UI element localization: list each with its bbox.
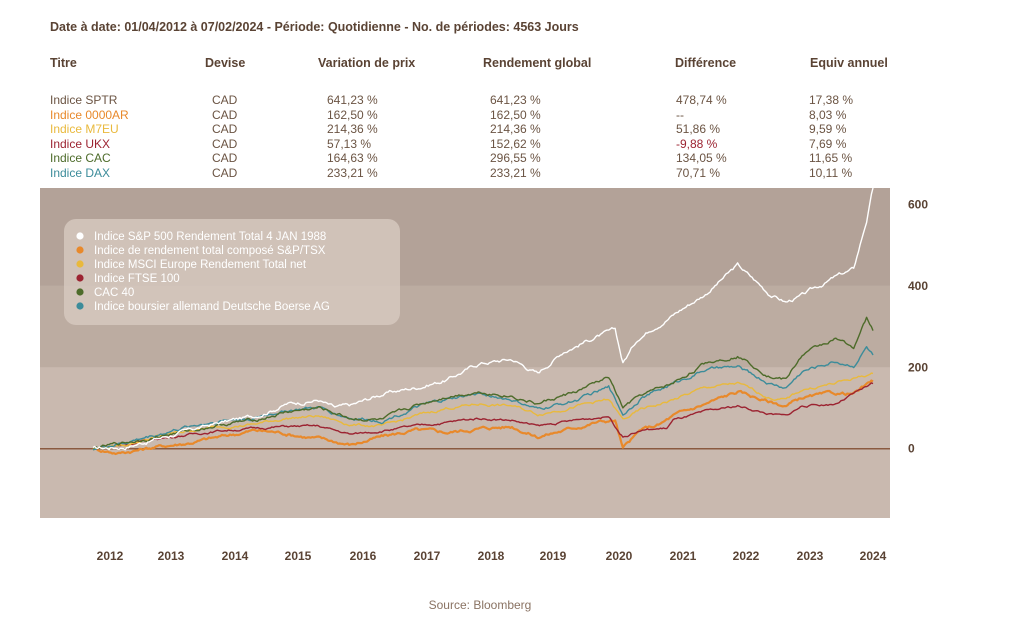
col-variation: Variation de prix — [318, 56, 416, 70]
cell-annuel: 8,03 % — [809, 107, 847, 122]
x-tick-label: 2024 — [860, 549, 887, 563]
legend-label: CAC 40 — [94, 287, 134, 299]
series-line — [92, 372, 874, 450]
cell-difference: -9,88 % — [676, 136, 718, 151]
cell-devise: CAD — [212, 122, 238, 136]
cell-difference: 70,71 % — [676, 165, 721, 180]
legend-label: Indice S&P 500 Rendement Total 4 JAN 198… — [94, 231, 326, 243]
x-tick-label: 2016 — [350, 549, 377, 563]
legend-marker — [76, 246, 84, 254]
cell-variation: 233,21 % — [327, 165, 378, 180]
table-row: Indice M7EU CAD 214,36 % 214,36 % 51,86 % 9,5… — [0, 123, 1024, 136]
col-rendement: Rendement global — [483, 56, 592, 70]
legend-box — [64, 219, 400, 325]
cell-difference: -- — [676, 107, 684, 122]
cell-rendement: 152,62 % — [490, 136, 541, 151]
cell-rendement: 162,50 % — [490, 107, 541, 122]
y-tick-label: 400 — [908, 279, 928, 293]
cell-titre: Indice CAC — [50, 151, 111, 165]
legend-label: Indice de rendement total composé S&P/TS… — [94, 245, 326, 257]
table-row: Indice SPTR CAD 641,23 % 641,23 % 478,74 % 17… — [0, 94, 1024, 107]
legend-label: Indice MSCI Europe Rendement Total net — [94, 259, 307, 271]
table-row: Indice CAC CAD 164,63 % 296,55 % 134,05 % 11,… — [0, 152, 1024, 165]
legend-marker — [76, 260, 84, 268]
x-tick-label: 2012 — [97, 549, 124, 563]
y-tick-label: 600 — [908, 197, 928, 211]
legend-marker — [76, 274, 84, 282]
report-header: Date à date: 01/04/2012 à 07/02/2024 - P… — [50, 20, 579, 34]
cell-annuel: 17,38 % — [809, 93, 854, 107]
cell-titre: Indice M7EU — [50, 122, 119, 136]
cell-variation: 641,23 % — [327, 93, 378, 107]
cell-annuel: 11,65 % — [809, 151, 853, 165]
x-tick-label: 2018 — [478, 549, 505, 563]
cell-annuel: 9,59 % — [809, 122, 847, 136]
cell-rendement: 214,36 % — [490, 122, 541, 136]
cell-devise: CAD — [212, 151, 238, 165]
x-tick-label: 2014 — [222, 549, 249, 563]
table-row: Indice DAX CAD 233,21 % 233,21 % 70,71 % 10,1… — [0, 165, 1024, 180]
cell-variation: 57,13 % — [327, 136, 372, 151]
series-line — [92, 382, 874, 450]
cell-titre: Indice SPTR — [50, 93, 118, 107]
x-tick-label: 2022 — [733, 549, 760, 563]
legend-label: Indice boursier allemand Deutsche Boerse… — [94, 301, 330, 313]
x-tick-label: 2023 — [797, 549, 824, 563]
series-line — [92, 379, 874, 456]
cell-rendement: 641,23 % — [490, 93, 541, 107]
cell-rendement: 296,55 % — [490, 151, 541, 165]
x-tick-label: 2021 — [670, 549, 697, 563]
source-note: Source: Bloomberg — [428, 598, 532, 612]
series-line — [92, 346, 874, 451]
series-line — [92, 316, 874, 449]
cell-difference: 478,74 % — [676, 93, 727, 107]
table-row: Indice UKX CAD 57,13 % 152,62 % -9,88 % 7,69 … — [0, 136, 1024, 151]
y-tick-label: 0 — [908, 442, 915, 456]
table-header: Titre Devise Variation de prix Rendement… — [0, 56, 1024, 72]
cell-rendement: 233,21 % — [490, 165, 541, 180]
cell-difference: 134,05 % — [676, 151, 727, 165]
col-titre: Titre — [50, 56, 77, 70]
cell-annuel: 7,69 % — [809, 136, 847, 151]
cell-devise: CAD — [212, 93, 238, 107]
legend-marker — [76, 288, 84, 296]
x-tick-label: 2015 — [285, 549, 312, 563]
table-row: Indice 0000AR CAD 162,50 % 162,50 % -- 8,03 % — [0, 107, 1024, 122]
legend-marker — [76, 232, 84, 240]
cell-titre: Indice DAX — [50, 165, 111, 180]
cell-variation: 162,50 % — [327, 107, 378, 122]
legend-marker — [76, 302, 84, 310]
cell-devise: CAD — [212, 136, 238, 151]
cell-annuel: 10,11 % — [809, 165, 853, 180]
cell-titre: Indice UKX — [50, 136, 111, 151]
cell-variation: 164,63 % — [327, 151, 378, 165]
x-tick-label: 2020 — [606, 549, 633, 563]
x-tick-label: 2019 — [540, 549, 567, 563]
x-tick-label: 2017 — [414, 549, 441, 563]
series-line — [92, 187, 874, 451]
y-tick-label: 200 — [908, 360, 928, 374]
cell-titre: Indice 0000AR — [50, 107, 129, 122]
x-tick-label: 2013 — [158, 549, 185, 563]
cell-devise: CAD — [212, 165, 238, 180]
cell-difference: 51,86 % — [676, 122, 721, 136]
col-difference: Différence — [675, 56, 737, 70]
legend-label: Indice FTSE 100 — [94, 273, 180, 285]
cell-devise: CAD — [212, 107, 238, 122]
col-devise: Devise — [205, 56, 246, 70]
col-annuel: Equiv annuel — [810, 56, 888, 70]
cell-variation: 214,36 % — [327, 122, 378, 136]
